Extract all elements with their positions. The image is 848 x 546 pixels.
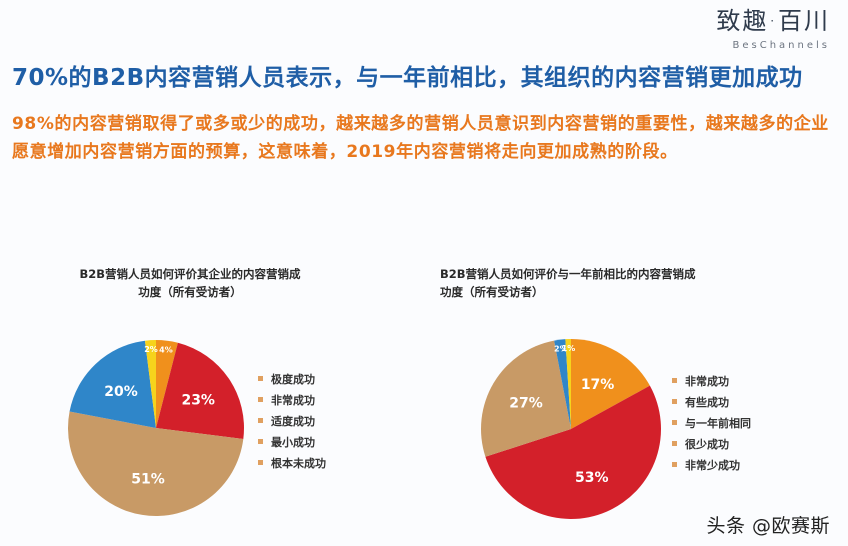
legend-label: 根本未成功 xyxy=(271,456,326,470)
pie-slice-label: 4% xyxy=(159,345,173,354)
legend-item: 非常少成功 xyxy=(672,454,751,475)
pie-slice-label: 2% xyxy=(554,345,568,354)
legend-bullet-icon xyxy=(258,418,263,423)
legend-label: 与一年前相同 xyxy=(685,416,751,430)
legend-label: 非常成功 xyxy=(685,374,729,388)
pie-slice xyxy=(156,342,244,440)
pie-slice xyxy=(144,340,156,428)
watermark: 头条 @欧赛斯 xyxy=(706,515,830,537)
legend-label: 很少成功 xyxy=(685,437,729,451)
chart-title-right-line2: 功度（所有受访者） xyxy=(440,285,544,299)
pie-slice-label: 20% xyxy=(104,384,138,400)
legend-item: 有些成功 xyxy=(672,391,751,412)
pie-chart-left: 4% 23% 51% 20% 2% xyxy=(67,340,244,517)
legend-label: 有些成功 xyxy=(685,395,729,409)
pie-slice-label: 53% xyxy=(575,470,609,486)
pie-slice xyxy=(571,339,650,429)
chart-title-right-line1: B2B营销人员如何评价与一年前相比的内容营销成 xyxy=(440,267,696,281)
legend-item: 极度成功 xyxy=(258,368,326,389)
pie-slice xyxy=(481,340,571,457)
legend-bullet-icon xyxy=(672,399,677,404)
legend-bullet-icon xyxy=(258,439,263,444)
pie-slice xyxy=(554,339,571,429)
legend-right: 非常成功有些成功与一年前相同 很少成功非常少成功 xyxy=(672,370,751,475)
legend-item: 最小成功 xyxy=(258,431,326,452)
legend-item: 很少成功 xyxy=(672,433,751,454)
legend-label: 非常成功 xyxy=(271,393,315,407)
pie-slice xyxy=(156,340,178,428)
pie-slice-label: 2% xyxy=(144,345,158,354)
pie-slice-label: 51% xyxy=(131,471,165,487)
legend-item: 非常成功 xyxy=(258,389,326,410)
pie-slice-label: 1% xyxy=(562,344,576,353)
legend-bullet-icon xyxy=(672,441,677,446)
logo-chinese-text: 致趣·百川 xyxy=(716,7,830,35)
brand-logo: 致趣·百川 BesChannels xyxy=(716,6,830,52)
legend-item: 与一年前相同 xyxy=(672,412,751,433)
legend-item: 根本未成功 xyxy=(258,452,326,473)
legend-bullet-icon xyxy=(672,378,677,383)
legend-label: 非常少成功 xyxy=(685,458,740,472)
legend-label: 最小成功 xyxy=(271,435,315,449)
pie-slice xyxy=(565,339,571,429)
pie-chart-right: 17% 53% 27% 2%1% xyxy=(481,339,661,519)
pie-slice xyxy=(69,340,156,428)
pie-slice-label: 27% xyxy=(509,395,543,411)
legend-bullet-icon xyxy=(258,376,263,381)
pie-slice xyxy=(67,411,244,517)
chart-title-left-line1: B2B营销人员如何评价其企业的内容营销成 xyxy=(79,267,301,281)
page-headline: 70%的B2B内容营销人员表示，与一年前相比，其组织的内容营销更加成功 xyxy=(12,65,803,91)
legend-label: 极度成功 xyxy=(271,372,315,386)
pie-slice-label: 17% xyxy=(581,377,615,393)
legend-bullet-icon xyxy=(258,397,263,402)
logo-english-text: BesChannels xyxy=(732,40,830,51)
legend-bullet-icon xyxy=(672,462,677,467)
chart-title-left: B2B营销人员如何评价其企业的内容营销成 功度（所有受访者） xyxy=(60,265,320,301)
legend-bullet-icon xyxy=(258,460,263,465)
legend-item: 适度成功 xyxy=(258,410,326,431)
legend-bullet-icon xyxy=(672,420,677,425)
legend-label: 适度成功 xyxy=(271,414,315,428)
pie-slice xyxy=(485,385,661,519)
page-subtext: 98%的内容营销取得了或多或少的成功，越来越多的营销人员意识到内容营销的重要性，… xyxy=(12,114,829,162)
legend-left: 极度成功非常成功适度成功最小成功根本未成功 xyxy=(258,368,326,473)
legend-item: 非常成功 xyxy=(672,370,751,391)
chart-title-right: B2B营销人员如何评价与一年前相比的内容营销成 功度（所有受访者） xyxy=(440,265,730,301)
pie-slice-label: 23% xyxy=(181,392,215,408)
chart-title-left-line2: 功度（所有受访者） xyxy=(138,285,242,299)
